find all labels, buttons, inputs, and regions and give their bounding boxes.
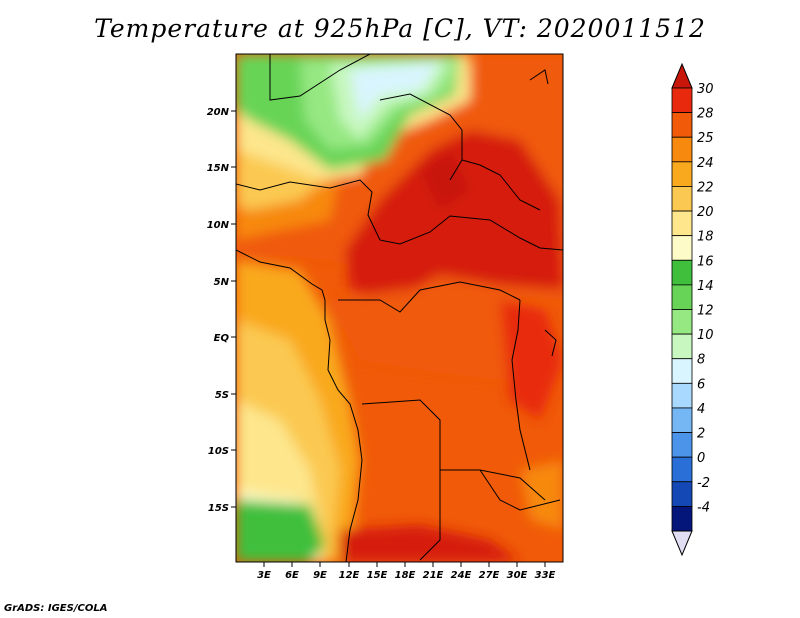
colorbar-segment [671, 358, 693, 384]
lon-label-33e: 33E [535, 570, 556, 581]
colorbar-segment [671, 259, 693, 286]
border-chad-libya [379, 93, 463, 181]
latitude-axis: 20N 15N 10N 5N EQ 5S 10S 15S [207, 107, 236, 514]
lon-label-30e: 30E [507, 570, 528, 581]
colorbar-segment [671, 456, 693, 483]
colorbar-label: 0 [697, 451, 705, 466]
colorbar-segment [671, 235, 693, 261]
colorbar-label: 22 [697, 180, 714, 195]
border-zambia [419, 470, 441, 561]
border-zimbabwe [479, 469, 561, 511]
lake-victoria [544, 329, 557, 357]
map-frame [235, 53, 564, 563]
lat-label-15s: 15S [208, 503, 229, 514]
colorbar-label: 24 [697, 156, 714, 171]
border-congo-north [338, 281, 521, 313]
colorbar-label: -4 [697, 500, 710, 515]
colorbar-label: 12 [697, 304, 714, 319]
colorbar-label: 28 [697, 107, 714, 122]
colorbar-label: 18 [697, 230, 714, 245]
colorbar-label: -2 [697, 476, 710, 491]
temperature-field [236, 54, 563, 562]
lon-label-12e: 12E [339, 570, 360, 581]
lon-label-15e: 15E [367, 570, 388, 581]
colorbar-segment [671, 161, 693, 187]
country-borders [236, 54, 563, 562]
longitude-axis: 3E 6E 9E 12E 15E 18E 21E 24E 27E 30E 33E [257, 562, 556, 581]
colorbar-label: 8 [697, 353, 705, 368]
colorbar-label: 6 [697, 377, 705, 392]
border-sudan [461, 159, 541, 211]
colorbar-segment [671, 407, 693, 433]
border-nigeria-niger [236, 179, 381, 241]
colorbar-label: 10 [697, 328, 714, 343]
colorbar-bottom-arrow [671, 530, 693, 557]
colorbar-segment [671, 186, 693, 212]
colorbar-segment [671, 481, 693, 507]
colorbar-segments [671, 87, 693, 532]
colorbar-label: 25 [697, 131, 714, 146]
lon-label-3e: 3E [257, 570, 271, 581]
lon-label-21e: 21E [423, 570, 444, 581]
coastline-west [236, 249, 363, 562]
colorbar-segment [671, 333, 693, 360]
lat-label-20n: 20N [207, 107, 230, 118]
colorbar-label: 4 [697, 402, 705, 417]
lon-label-9e: 9E [313, 570, 327, 581]
lat-label-10n: 10N [207, 220, 230, 231]
chart-title: Temperature at 925hPa [C], VT: 202001151… [94, 14, 706, 43]
border-niger-algeria [269, 54, 371, 101]
grads-credit: GrADS: IGES/COLA [4, 603, 108, 614]
border-car [379, 215, 563, 251]
lat-label-5n: 5N [214, 277, 230, 288]
lon-label-24e: 24E [451, 570, 472, 581]
colorbar-segment [671, 382, 693, 409]
lat-label-10s: 10S [208, 446, 229, 457]
colorbar-segment [671, 505, 693, 532]
coastline-red-sea [529, 69, 549, 85]
lat-label-eq: EQ [214, 333, 230, 344]
colorbar-segment [671, 112, 693, 138]
lat-label-15n: 15N [207, 163, 230, 174]
lon-label-6e: 6E [285, 570, 299, 581]
colorbar-label: 20 [697, 205, 714, 220]
lon-label-27e: 27E [479, 570, 500, 581]
colorbar-segment [671, 210, 693, 237]
colorbar-label: 30 [697, 82, 714, 97]
colorbar-top-arrow [671, 62, 693, 89]
colorbar-segment [671, 309, 693, 335]
colorbar-label: 2 [697, 427, 705, 442]
colorbar-label: 14 [697, 279, 714, 294]
colorbar-segment [671, 136, 693, 163]
border-rift-lakes [511, 299, 531, 471]
colorbar-segment [671, 432, 693, 458]
lat-label-5s: 5S [215, 390, 229, 401]
colorbar-segment [671, 87, 693, 114]
colorbar-segment [671, 284, 693, 310]
colorbar-label: 16 [697, 254, 714, 269]
lon-label-18e: 18E [395, 570, 416, 581]
